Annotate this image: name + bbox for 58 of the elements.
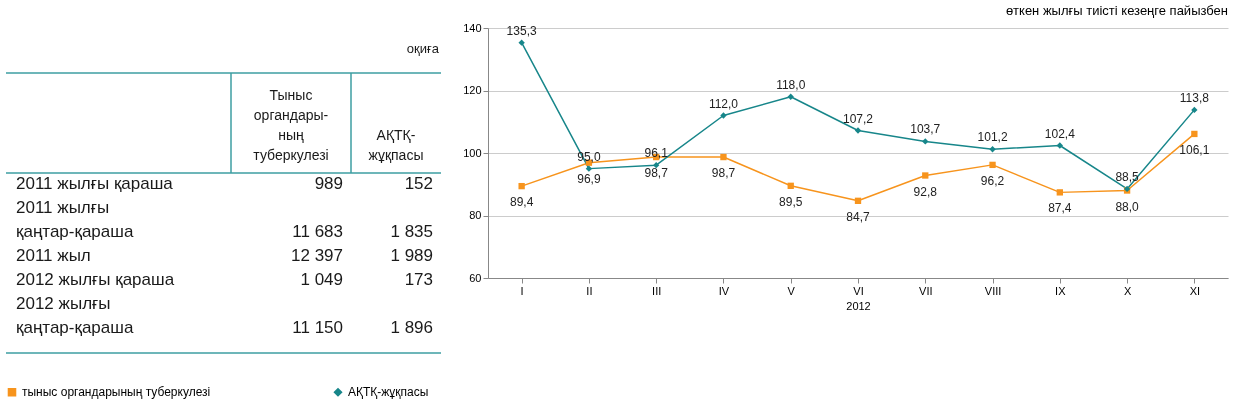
legend-label: тыныс органдарының туберкулезі xyxy=(22,385,211,400)
data-label: 101,2 xyxy=(977,130,1008,145)
data-label: 96,9 xyxy=(577,171,601,186)
data-label: 113,8 xyxy=(1179,90,1210,105)
data-label: 11 150 xyxy=(292,318,343,337)
x-tick-label: VIII xyxy=(984,284,1002,297)
x-tick-label: VI xyxy=(853,284,864,297)
data-label: 989 xyxy=(314,174,343,193)
data-label: 112,0 xyxy=(708,96,739,111)
data-label: 11 683 xyxy=(292,222,343,241)
chart-subtitle: өткен жылғы тиісті кезеңге пайызбен xyxy=(1005,3,1228,18)
legend-label: АҚТҚ-жұқпасы xyxy=(348,385,429,400)
x-axis-title: 2012 xyxy=(846,299,871,312)
y-tick-label: 80 xyxy=(469,209,482,221)
data-label: 98,7 xyxy=(644,166,669,181)
data-label: 84,7 xyxy=(846,209,870,224)
x-tick-label: III xyxy=(652,284,662,297)
data-label: 102,4 xyxy=(1044,126,1076,141)
category-label: 2011 жылғы қаңтар-қараша xyxy=(16,198,134,241)
data-label: 107,2 xyxy=(842,111,874,126)
data-label: 1 049 xyxy=(300,270,343,289)
data-label: 1 835 xyxy=(390,222,433,241)
data-label: 87,4 xyxy=(1048,201,1072,216)
x-tick-label: X xyxy=(1123,284,1132,297)
category-label: 2012 жылғы қараша xyxy=(16,270,175,289)
data-label: 89,5 xyxy=(779,194,803,209)
data-label: 152 xyxy=(404,174,433,193)
y-tick-label: 140 xyxy=(463,21,482,34)
data-label: 173 xyxy=(404,270,433,289)
data-label: 88,5 xyxy=(1115,169,1140,184)
text: оқиға xyxy=(406,41,440,56)
x-tick-label: IX xyxy=(1055,284,1067,297)
category-label: 2012 жылғы қаңтар-қараша xyxy=(16,294,134,337)
data-label: 92,8 xyxy=(913,184,938,199)
y-tick-label: 120 xyxy=(463,84,482,96)
y-tick-label: 100 xyxy=(463,146,482,159)
data-label: 88,0 xyxy=(1115,199,1140,214)
data-label: 96,2 xyxy=(980,173,1005,188)
y-tick-label: 60 xyxy=(469,271,482,284)
data-label: 1 896 xyxy=(390,318,433,337)
data-label: 1 989 xyxy=(390,246,433,265)
x-tick-label: I xyxy=(520,284,524,297)
category-label: 2011 жыл xyxy=(16,246,91,265)
text: Тыныс органдары-ның туберкулезі xyxy=(253,87,329,163)
data-label: 89,4 xyxy=(509,195,534,210)
data-label: 106,1 xyxy=(1179,142,1210,157)
x-tick-label: VII xyxy=(919,284,933,297)
x-tick-label: IV xyxy=(718,284,730,297)
data-label: 98,7 xyxy=(711,166,736,181)
x-tick-label: II xyxy=(586,284,593,297)
data-label: 103,7 xyxy=(910,122,941,137)
data-label: 12 397 xyxy=(291,246,343,265)
x-tick-label: XI xyxy=(1189,284,1201,297)
data-label: 118,0 xyxy=(776,77,806,92)
x-tick-label: V xyxy=(787,284,796,297)
data-label: 135,3 xyxy=(506,23,537,38)
category-label: 2011 жылғы қараша xyxy=(16,174,174,193)
text: АҚТҚ-жұқпасы xyxy=(368,127,424,163)
